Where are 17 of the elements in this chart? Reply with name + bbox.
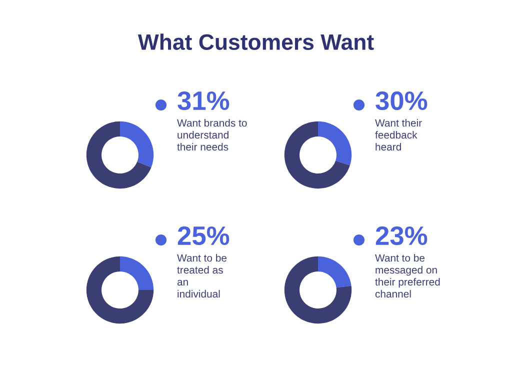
data-label: 25% (178, 226, 230, 246)
slice-label: Want brands to understand their needs (177, 119, 247, 151)
chart-title: What Customers Want (138, 34, 374, 50)
slice-label: Want their feedback heard (375, 119, 422, 151)
slice-label: Want to be messaged on their preferred channel (375, 254, 440, 298)
donut-slice (120, 256, 154, 290)
donut-slice (318, 256, 352, 288)
donut-slice (284, 121, 350, 189)
data-label: 30% (376, 91, 428, 110)
data-label: 31% (178, 91, 230, 110)
donut-slice (318, 121, 352, 166)
slice-label: Want to be treated as an individual (177, 254, 227, 298)
donut-slice (284, 256, 352, 324)
donut-slice (86, 121, 152, 189)
donut-slice (120, 121, 154, 168)
donut-slice (86, 256, 154, 324)
data-label: 23% (376, 226, 428, 246)
